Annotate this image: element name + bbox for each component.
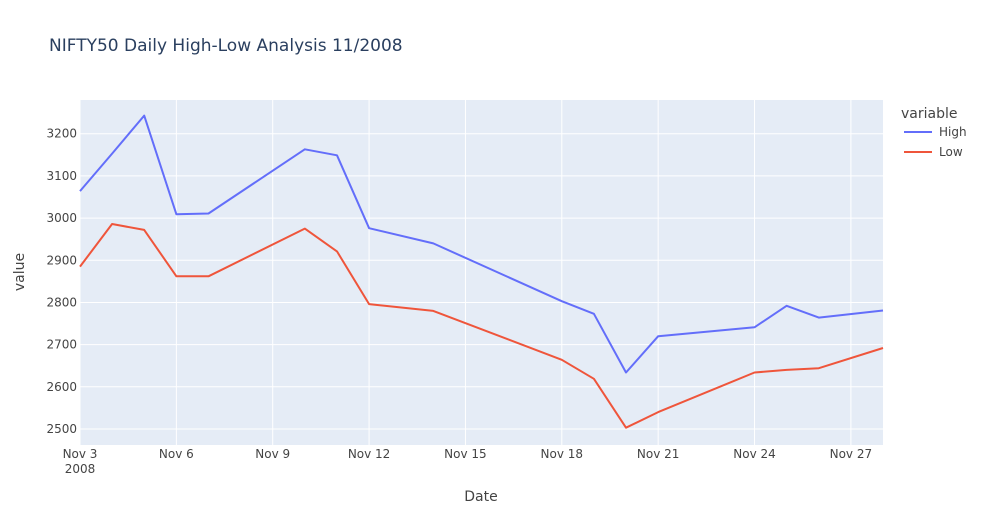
x-tick-label: Nov 18	[541, 447, 584, 461]
y-tick-label: 2800	[46, 295, 77, 309]
series-line-low	[79, 223, 884, 429]
x-tick-label: Nov 9	[255, 447, 290, 461]
y-tick-label: 2900	[46, 253, 77, 267]
x-tick-label: Nov 27	[830, 447, 873, 461]
legend: variable High Low	[901, 106, 967, 159]
series-line-high	[79, 114, 884, 374]
y-axis-ticks: 2500 2600 2700 2800 2900 3000 3100 3200	[46, 127, 77, 436]
x-tick-label: Nov 6	[159, 447, 194, 461]
x-tick-label: Nov 3	[63, 447, 98, 461]
x-tick-label: Nov 24	[733, 447, 776, 461]
y-tick-label: 3200	[46, 127, 77, 141]
legend-label-low: Low	[939, 145, 963, 159]
y-tick-label: 2700	[46, 338, 77, 352]
x-tick-label: Nov 21	[637, 447, 680, 461]
y-tick-label: 2500	[46, 422, 77, 436]
y-axis-label: value	[12, 253, 28, 291]
x-tick-sublabel: 2008	[65, 462, 96, 476]
y-tick-label: 3000	[46, 211, 77, 225]
chart-title: NIFTY50 Daily High-Low Analysis 11/2008	[49, 36, 403, 56]
y-tick-label: 3100	[46, 169, 77, 183]
y-tick-label: 2600	[46, 380, 77, 394]
plot-area	[80, 100, 883, 445]
x-tick-label: Nov 12	[348, 447, 391, 461]
x-axis-label: Date	[464, 489, 497, 505]
legend-title: variable	[901, 106, 957, 122]
legend-label-high: High	[939, 125, 967, 139]
x-tick-label: Nov 15	[444, 447, 487, 461]
series-lines	[79, 114, 884, 429]
grid-lines	[79, 100, 883, 445]
